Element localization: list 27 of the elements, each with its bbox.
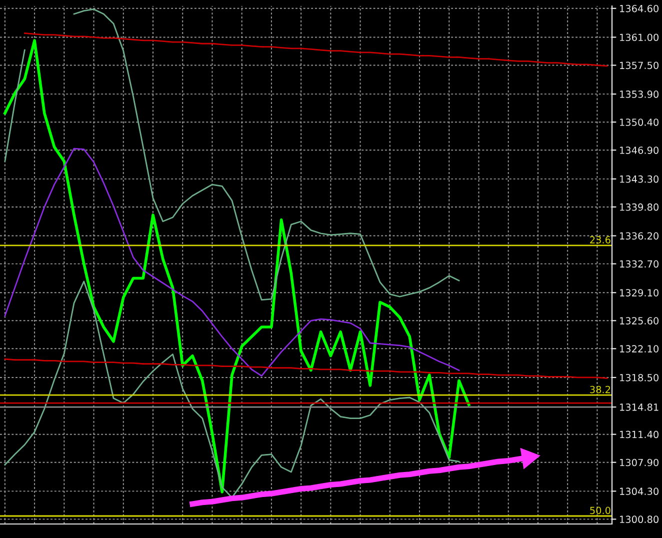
y-tick-label: 1336.20 (620, 232, 659, 240)
y-tick-label: 1304.30 (620, 488, 659, 496)
y-tick-label: 1350.40 (620, 118, 659, 126)
y-tick-label: 1346.90 (620, 146, 659, 154)
y-tick-label: 1314.81 (620, 404, 658, 411)
y-tick-label: 1307.90 (620, 458, 659, 466)
y-tick-label: 1361.00 (620, 34, 659, 42)
y-tick-label: 1332.70 (620, 260, 659, 268)
line-series (4, 358, 608, 379)
y-tick-label: 1311.40 (620, 430, 659, 438)
y-tick-label: 1318.50 (620, 374, 659, 382)
y-tick-label: 1322.10 (620, 345, 659, 352)
annotation: 50.0 (590, 506, 610, 514)
y-tick-label: 1357.50 (620, 62, 659, 70)
annotation: 38.2 (590, 386, 610, 394)
line-series (4, 280, 460, 498)
y-tick-label: 1339.80 (620, 203, 659, 211)
annotation: 23.6 (590, 236, 610, 244)
y-tick-label: 1329.10 (620, 289, 659, 296)
y-tick-label: 1353.90 (620, 90, 659, 98)
line-series (4, 39, 470, 494)
line-series (4, 148, 460, 377)
y-tick-label: 1325.60 (620, 317, 659, 324)
line-series (24, 32, 608, 67)
y-tick-label: 1364.60 (620, 4, 659, 12)
y-tick-label: 1343.30 (620, 175, 659, 183)
y-tick-label: 1300.80 (620, 516, 659, 524)
